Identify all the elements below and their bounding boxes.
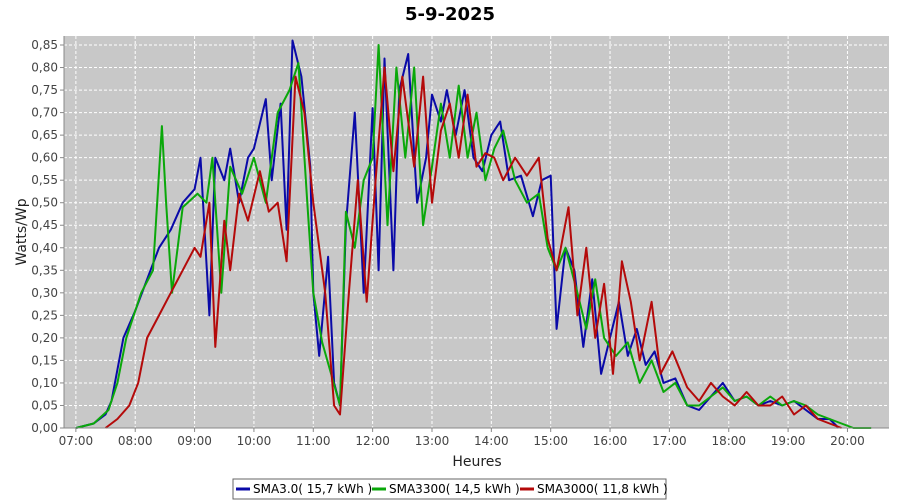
y-tick-label: 0,85 (31, 38, 58, 52)
y-tick-label: 0,45 (31, 218, 58, 232)
plot-area (64, 36, 889, 428)
x-axis-label: Heures (452, 454, 501, 470)
x-tick-label: 07:00 (59, 434, 94, 448)
y-tick-label: 0,60 (31, 151, 58, 165)
legend-box (232, 478, 667, 500)
series-line-2 (75, 44, 872, 429)
y-tick-label: 0,65 (31, 128, 58, 142)
x-tick-label: 14:00 (474, 434, 509, 448)
y-tick-label: 0,25 (31, 308, 58, 322)
x-tick-label: 17:00 (652, 434, 687, 448)
x-tick-label: 12:00 (355, 434, 390, 448)
y-tick-label: 0,50 (31, 196, 58, 210)
y-axis-ticks: 0,00 0,05 0,10 0,15 0,20 0,25 0,30 0,35 0,40 0,45… (31, 38, 64, 435)
y-tick-label: 0,30 (31, 286, 58, 300)
y-tick-label: 0,15 (31, 353, 58, 367)
x-tick-label: 11:00 (296, 434, 331, 448)
y-tick-label: 0,75 (31, 83, 58, 97)
x-axis-ticks: 07:00 08:00 09:00 10:00 11:00 12:00 13:00 14:00… (59, 428, 865, 448)
x-tick-label: 15:00 (533, 434, 568, 448)
legend-item-label: SMA3000( 11,8 kWh ) (537, 482, 668, 496)
series-line-1 (75, 39, 840, 429)
x-tick-label: 18:00 (711, 434, 746, 448)
legend-item-label: SMA3.0( 15,7 kWh ) (253, 482, 372, 496)
legend-item-label: SMA3300( 14,5 kWh ) (389, 482, 520, 496)
x-tick-label: 19:00 (771, 434, 806, 448)
x-tick-label: 09:00 (177, 434, 212, 448)
x-tick-label: 10:00 (237, 434, 272, 448)
series-line-3 (104, 66, 842, 429)
y-tick-label: 0,05 (31, 398, 58, 412)
x-tick-label: 16:00 (593, 434, 628, 448)
y-tick-label: 0,00 (31, 421, 58, 435)
series-layer (75, 39, 872, 429)
legend: SMA3.0( 15,7 kWh ) SMA3300( 14,5 kWh ) SMA… (232, 478, 668, 500)
chart-title: 5-9-2025 (405, 4, 495, 25)
y-tick-label: 0,80 (31, 61, 58, 75)
y-tick-label: 0,40 (31, 241, 58, 255)
y-tick-label: 0,10 (31, 376, 58, 390)
y-axis-label: Watts/Wp (14, 198, 30, 265)
x-tick-label: 20:00 (830, 434, 865, 448)
y-tick-label: 0,70 (31, 106, 58, 120)
y-tick-label: 0,20 (31, 331, 58, 345)
x-tick-label: 13:00 (415, 434, 450, 448)
y-tick-label: 0,55 (31, 173, 58, 187)
y-tick-label: 0,35 (31, 263, 58, 277)
x-tick-label: 08:00 (118, 434, 153, 448)
